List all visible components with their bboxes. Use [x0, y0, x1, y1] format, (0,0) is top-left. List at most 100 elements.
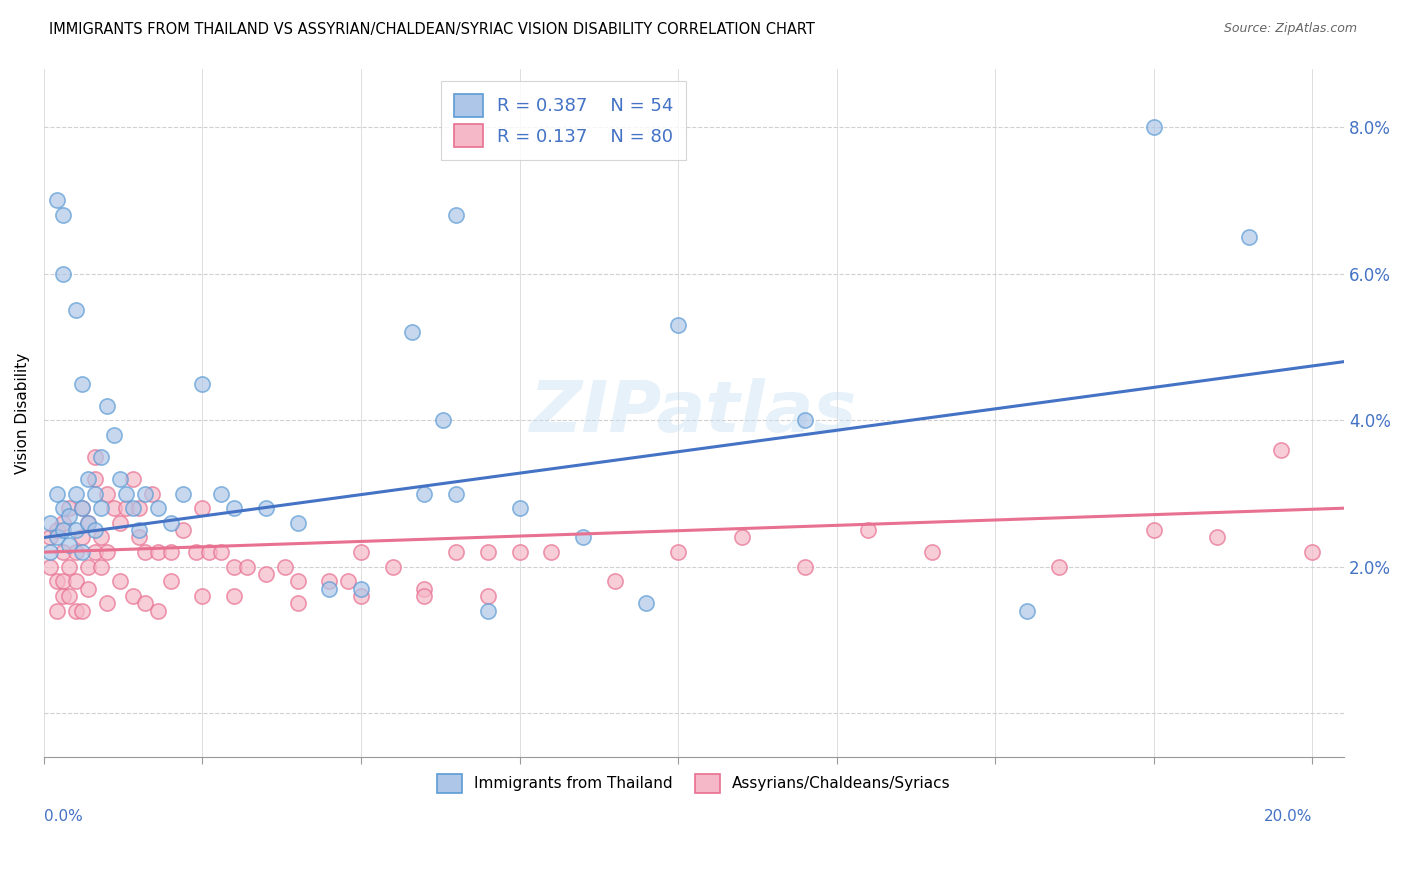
Point — [58, 508, 80, 523]
Point — [90, 450, 112, 464]
Point — [211, 545, 233, 559]
Point — [509, 545, 531, 559]
Point — [52, 267, 75, 281]
Point — [134, 597, 156, 611]
Point — [58, 559, 80, 574]
Point — [413, 486, 436, 500]
Text: 20.0%: 20.0% — [1264, 809, 1312, 823]
Text: IMMIGRANTS FROM THAILAND VS ASSYRIAN/CHALDEAN/SYRIAC VISION DISABILITY CORRELATI: IMMIGRANTS FROM THAILAND VS ASSYRIAN/CHA… — [49, 22, 815, 37]
Point — [134, 545, 156, 559]
Point — [146, 604, 169, 618]
Point — [58, 501, 80, 516]
Point — [39, 516, 62, 530]
Point — [70, 604, 93, 618]
Point — [603, 574, 626, 589]
Point — [96, 597, 118, 611]
Point — [58, 538, 80, 552]
Point — [83, 486, 105, 500]
Point — [52, 589, 75, 603]
Point — [108, 472, 131, 486]
Point — [52, 208, 75, 222]
Point — [96, 399, 118, 413]
Point — [477, 589, 499, 603]
Point — [128, 523, 150, 537]
Point — [413, 589, 436, 603]
Point — [121, 472, 143, 486]
Point — [318, 582, 340, 596]
Point — [77, 516, 100, 530]
Point — [77, 516, 100, 530]
Point — [45, 531, 67, 545]
Point — [65, 604, 87, 618]
Point — [83, 523, 105, 537]
Point — [350, 545, 373, 559]
Point — [666, 318, 689, 332]
Point — [45, 523, 67, 537]
Point — [96, 545, 118, 559]
Point — [540, 545, 562, 559]
Point — [70, 545, 93, 559]
Point — [77, 582, 100, 596]
Point — [287, 574, 309, 589]
Point — [666, 545, 689, 559]
Point — [103, 501, 125, 516]
Point — [287, 516, 309, 530]
Point — [134, 486, 156, 500]
Point — [77, 472, 100, 486]
Point — [1143, 120, 1166, 135]
Point — [108, 574, 131, 589]
Point — [70, 531, 93, 545]
Point — [159, 516, 181, 530]
Point — [65, 523, 87, 537]
Point — [572, 531, 595, 545]
Point — [184, 545, 207, 559]
Point — [146, 545, 169, 559]
Point — [90, 501, 112, 516]
Point — [477, 604, 499, 618]
Point — [858, 523, 880, 537]
Point — [83, 472, 105, 486]
Point — [224, 559, 246, 574]
Point — [65, 574, 87, 589]
Point — [121, 589, 143, 603]
Point — [96, 486, 118, 500]
Y-axis label: Vision Disability: Vision Disability — [15, 352, 30, 474]
Point — [103, 428, 125, 442]
Point — [191, 501, 214, 516]
Point — [58, 589, 80, 603]
Point — [77, 559, 100, 574]
Point — [45, 574, 67, 589]
Point — [70, 501, 93, 516]
Point — [146, 501, 169, 516]
Point — [172, 486, 194, 500]
Point — [350, 582, 373, 596]
Point — [115, 486, 138, 500]
Point — [128, 531, 150, 545]
Point — [70, 376, 93, 391]
Point — [159, 545, 181, 559]
Point — [191, 376, 214, 391]
Point — [381, 559, 404, 574]
Point — [636, 597, 658, 611]
Point — [172, 523, 194, 537]
Point — [90, 559, 112, 574]
Point — [141, 486, 163, 500]
Point — [65, 545, 87, 559]
Point — [128, 501, 150, 516]
Point — [65, 486, 87, 500]
Text: ZIPatlas: ZIPatlas — [530, 378, 858, 448]
Point — [794, 559, 817, 574]
Point — [1143, 523, 1166, 537]
Point — [921, 545, 943, 559]
Point — [90, 531, 112, 545]
Point — [477, 545, 499, 559]
Point — [350, 589, 373, 603]
Point — [401, 326, 423, 340]
Point — [254, 567, 277, 582]
Point — [236, 559, 259, 574]
Point — [413, 582, 436, 596]
Point — [432, 413, 454, 427]
Text: 0.0%: 0.0% — [44, 809, 83, 823]
Point — [444, 208, 467, 222]
Point — [108, 516, 131, 530]
